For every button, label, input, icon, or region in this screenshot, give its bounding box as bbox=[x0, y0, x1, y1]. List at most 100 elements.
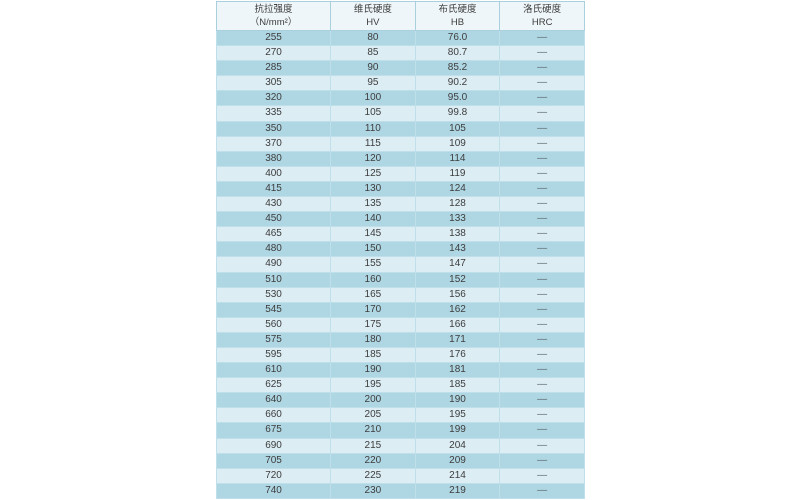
table-cell: — bbox=[499, 75, 585, 92]
table-cell: 195 bbox=[330, 377, 416, 394]
table-cell: — bbox=[499, 226, 585, 243]
table-cell: 105 bbox=[414, 120, 501, 137]
header-line-1: 洛氏硬度 bbox=[523, 4, 562, 15]
table-cell: — bbox=[499, 105, 585, 122]
table-cell: 575 bbox=[215, 331, 332, 348]
table-cell: 95 bbox=[330, 75, 416, 92]
table-cell: 205 bbox=[330, 407, 416, 424]
table-cell: 80 bbox=[330, 29, 416, 47]
table-cell: — bbox=[499, 346, 585, 364]
table-cell: — bbox=[499, 392, 585, 409]
table-cell: 220 bbox=[330, 452, 416, 469]
table-cell: 130 bbox=[330, 180, 416, 198]
table-cell: — bbox=[499, 150, 585, 167]
table-cell: 125 bbox=[330, 165, 416, 182]
table-row: 595 185 176— bbox=[215, 346, 585, 364]
table-cell: 105 bbox=[330, 105, 416, 122]
table-row: 560 175 166— bbox=[215, 316, 585, 333]
table-cell: 415 bbox=[215, 180, 332, 198]
table-cell: 350 bbox=[215, 120, 332, 137]
table-cell: 465 bbox=[215, 226, 332, 243]
table-cell: 180 bbox=[330, 331, 416, 348]
table-cell: 230 bbox=[330, 482, 416, 499]
table-cell: — bbox=[499, 286, 585, 303]
table-cell: 128 bbox=[414, 196, 501, 213]
table-cell: 209 bbox=[414, 452, 501, 469]
table-row: 255 80 76.0— bbox=[215, 29, 585, 47]
table-row: 335 105 99.8— bbox=[215, 105, 585, 122]
table-cell: 109 bbox=[414, 135, 501, 152]
table-cell: 135 bbox=[330, 196, 416, 213]
table-row: 320 100 95.0— bbox=[215, 90, 585, 107]
header-line-2: HV bbox=[366, 17, 380, 28]
table-cell: 400 bbox=[215, 165, 332, 182]
table-row: 740 230 219— bbox=[215, 482, 585, 499]
table-cell: 335 bbox=[215, 105, 332, 122]
table-row: 270 85 80.7— bbox=[215, 45, 585, 62]
table-cell: 690 bbox=[215, 437, 332, 454]
table-row: 625 195 185— bbox=[215, 377, 585, 394]
table-cell: 270 bbox=[215, 45, 332, 62]
table-cell: 115 bbox=[330, 135, 416, 152]
table-cell: 305 bbox=[215, 75, 332, 92]
table-cell: 170 bbox=[330, 301, 416, 318]
table-cell: — bbox=[499, 165, 585, 182]
table-cell: 660 bbox=[215, 407, 332, 424]
table-cell: — bbox=[499, 422, 585, 439]
table-cell: 110 bbox=[330, 120, 416, 137]
table-cell: — bbox=[499, 331, 585, 348]
table-cell: — bbox=[499, 60, 585, 77]
table-row: 490 155 147— bbox=[215, 256, 585, 273]
table-row: 720 225 214— bbox=[215, 467, 585, 484]
table-body: 255 80 76.0—270 85 80.7—285 90 85.2—305 95 90.2—… bbox=[215, 29, 585, 499]
table-cell: 156 bbox=[414, 286, 501, 303]
hardness-conversion-table-container: 抗拉强度 （N/mm²） 维氏硬度 HV 布氏硬度 HB 洛氏硬度 HRC 25… bbox=[215, 1, 585, 499]
table-cell: 640 bbox=[215, 392, 332, 409]
column-header-tensile-strength: 抗拉强度 （N/mm²） bbox=[215, 1, 332, 31]
table-row: 350 110 105— bbox=[215, 120, 585, 137]
table-cell: — bbox=[499, 241, 585, 258]
table-cell: 430 bbox=[215, 196, 332, 213]
table-cell: 100 bbox=[330, 90, 416, 107]
table-cell: 175 bbox=[330, 316, 416, 333]
table-row: 610 190 181— bbox=[215, 362, 585, 379]
table-row: 480 150 143— bbox=[215, 241, 585, 258]
table-cell: 740 bbox=[215, 482, 332, 499]
table-row: 705 220 209— bbox=[215, 452, 585, 469]
table-cell: 215 bbox=[330, 437, 416, 454]
table-cell: 99.8 bbox=[414, 105, 501, 122]
table-cell: 370 bbox=[215, 135, 332, 152]
table-row: 285 90 85.2— bbox=[215, 60, 585, 77]
table-cell: 720 bbox=[215, 467, 332, 484]
table-row: 415 130 124— bbox=[215, 180, 585, 198]
table-cell: 147 bbox=[414, 256, 501, 273]
header-line-2: （N/mm²） bbox=[249, 17, 298, 28]
table-cell: — bbox=[499, 29, 585, 47]
table-cell: 380 bbox=[215, 150, 332, 167]
table-cell: 200 bbox=[330, 392, 416, 409]
table-cell: 210 bbox=[330, 422, 416, 439]
table-cell: 255 bbox=[215, 29, 332, 47]
table-cell: — bbox=[499, 482, 585, 499]
table-row: 380 120 114— bbox=[215, 150, 585, 167]
table-cell: 150 bbox=[330, 241, 416, 258]
table-cell: 119 bbox=[414, 165, 501, 182]
header-line-2: HB bbox=[450, 17, 465, 28]
column-header-brinell-hardness: 布氏硬度 HB bbox=[414, 1, 501, 31]
table-row: 400 125 119— bbox=[215, 165, 585, 182]
table-cell: 185 bbox=[330, 346, 416, 364]
hardness-conversion-table: 抗拉强度 （N/mm²） 维氏硬度 HV 布氏硬度 HB 洛氏硬度 HRC 25… bbox=[215, 1, 585, 499]
table-cell: 545 bbox=[215, 301, 332, 318]
table-cell: — bbox=[499, 271, 585, 288]
table-cell: — bbox=[499, 45, 585, 62]
table-cell: 190 bbox=[414, 392, 501, 409]
table-row: 450 140 133— bbox=[215, 211, 585, 228]
table-cell: — bbox=[499, 437, 585, 454]
table-cell: 490 bbox=[215, 256, 332, 273]
table-cell: 138 bbox=[414, 226, 501, 243]
table-cell: 90 bbox=[330, 60, 416, 77]
table-cell: 181 bbox=[414, 362, 501, 379]
table-row: 370 115 109— bbox=[215, 135, 585, 152]
table-row: 575 180 171— bbox=[215, 331, 585, 348]
table-cell: 85.2 bbox=[414, 60, 501, 77]
